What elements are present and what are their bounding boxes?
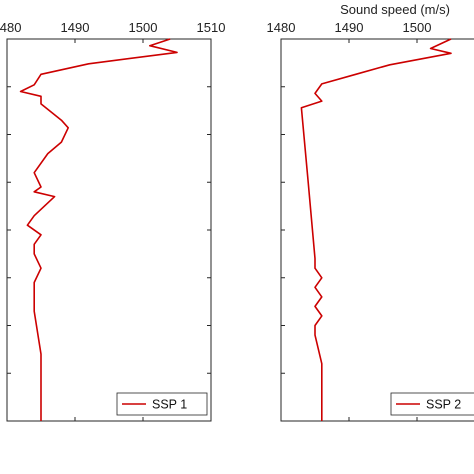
x-tick-label: 1480 <box>0 20 21 35</box>
x-tick-label: 1500 <box>403 20 432 35</box>
series-line-ssp-1 <box>19 38 178 421</box>
legend-label: SSP 1 <box>152 398 187 412</box>
x-axis-title: Sound speed (m/s) <box>340 2 450 17</box>
legend: SSP 1 <box>116 392 208 416</box>
x-tick-label: 1480 <box>267 20 296 35</box>
x-tick-label: 1500 <box>129 20 158 35</box>
x-tick-label: 1490 <box>61 20 90 35</box>
legend-label: SSP 2 <box>426 398 461 412</box>
series-line-ssp-2 <box>300 38 452 421</box>
legend-box <box>116 392 208 416</box>
legend: SSP 2 <box>390 392 474 416</box>
x-tick-label: 1490 <box>335 20 364 35</box>
chart-panel-ssp1: 1480 1490 1500 1510 SSP 1 <box>0 20 226 422</box>
axes-frame <box>280 38 474 422</box>
legend-box <box>390 392 474 416</box>
chart-panel-ssp2: 1480 1490 1500 Sound speed (m/s) SSP 2 <box>267 2 474 422</box>
x-tick-label: 1510 <box>197 20 226 35</box>
